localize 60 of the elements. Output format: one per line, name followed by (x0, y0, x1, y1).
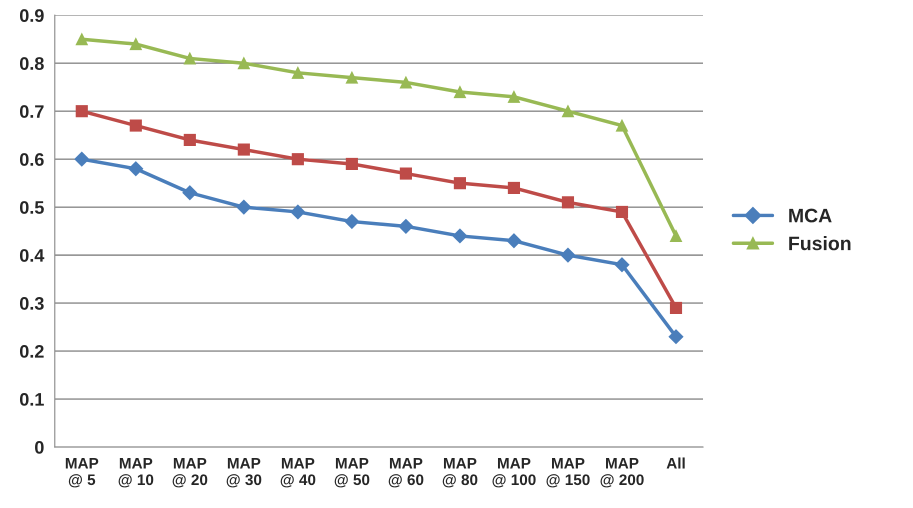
x-tick-label: MAP @ 80 (442, 458, 478, 488)
x-tick-label: MAP @ 30 (226, 458, 262, 488)
point (400, 76, 412, 88)
point (238, 57, 250, 70)
point (76, 105, 88, 118)
point (562, 196, 574, 208)
point (614, 257, 630, 272)
point (616, 206, 628, 218)
point (508, 182, 520, 194)
y-tick-label: 0.5 (20, 201, 44, 214)
point (670, 230, 682, 242)
point (562, 105, 574, 118)
point (398, 218, 414, 234)
point (346, 72, 358, 84)
point (184, 52, 196, 64)
y-tick-label: 0.1 (20, 392, 44, 406)
x-tick-label: MAP @ 5 (66, 458, 98, 488)
point (346, 158, 358, 170)
point (616, 120, 628, 132)
legend-label: MCA (789, 208, 832, 222)
y-tick-label: 0.4 (20, 249, 44, 262)
x-tick-label: MAP @ 150 (546, 458, 590, 488)
y-tick-label: 0.3 (20, 297, 44, 310)
point (290, 204, 306, 220)
point (236, 200, 252, 215)
x-tick-label: MAP @ 200 (600, 458, 644, 488)
point (668, 329, 684, 344)
point (292, 66, 304, 79)
point (128, 161, 144, 176)
point (184, 134, 196, 146)
y-tick-label: 0.2 (20, 345, 44, 358)
legend-label: Fusion (789, 236, 850, 250)
point (400, 167, 412, 180)
x-tick-label: MAP @ 10 (118, 458, 154, 488)
point (670, 302, 682, 314)
point (292, 153, 304, 166)
y-tick-label: 0.8 (20, 57, 44, 70)
x-tick-label: MAP @ 60 (388, 458, 424, 488)
x-tick-label: All (666, 457, 685, 469)
point (182, 185, 198, 200)
point (452, 228, 468, 244)
y-tick-label: 0.6 (20, 153, 44, 166)
y-tick-label: 0 (35, 440, 44, 454)
point (560, 248, 576, 263)
point (454, 177, 466, 190)
x-tick-label: MAP @ 20 (172, 458, 208, 488)
point (506, 233, 522, 248)
point (74, 152, 90, 167)
point (344, 214, 360, 229)
y-tick-label: 0.9 (20, 9, 44, 22)
point (76, 33, 88, 46)
point (508, 90, 520, 103)
y-tick-label: 0.7 (20, 105, 44, 118)
x-tick-label: MAP @ 100 (492, 458, 536, 488)
point (454, 86, 466, 98)
point (130, 120, 142, 132)
point (238, 144, 250, 156)
x-tick-label: MAP @ 40 (280, 458, 316, 488)
point (130, 38, 142, 50)
x-tick-label: MAP @ 50 (334, 458, 370, 488)
